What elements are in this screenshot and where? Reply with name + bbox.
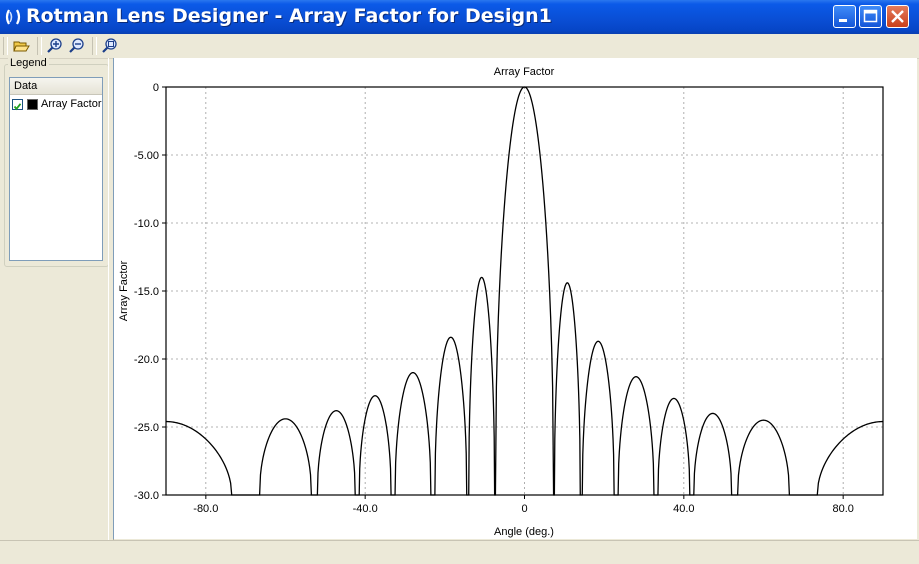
plot-area-frame — [165, 86, 884, 496]
plot-panel: Array Factor Angle (deg.) Array Factor -… — [113, 58, 917, 539]
zoom-in-icon — [47, 38, 62, 53]
y-tick-label: -20.0 — [134, 354, 159, 366]
title-bar[interactable]: Rotman Lens Designer - Array Factor for … — [0, 0, 919, 34]
legend-item[interactable]: Array Factor — [10, 96, 102, 113]
y-tick-label: -15.0 — [134, 286, 159, 298]
maximize-icon — [863, 9, 878, 23]
y-tick-label: -10.0 — [134, 218, 159, 230]
legend-caption: Legend — [8, 57, 49, 69]
status-bar — [0, 540, 919, 564]
legend-item-label: Array Factor — [41, 98, 102, 110]
checkmark-icon — [13, 103, 22, 111]
zoom-out-icon — [69, 38, 84, 53]
x-tick-label: 40.0 — [673, 503, 694, 515]
close-button[interactable] — [886, 5, 909, 28]
y-axis-label: Array Factor — [118, 260, 130, 321]
toolbar-grip[interactable] — [3, 37, 8, 55]
zoom-in-button[interactable] — [45, 37, 65, 55]
x-tick-label: 80.0 — [832, 503, 853, 515]
chart-grid — [166, 87, 883, 495]
legend-color-swatch — [27, 99, 38, 110]
x-tick-label: -40.0 — [353, 503, 378, 515]
x-tick-label: -80.0 — [193, 503, 218, 515]
app-icon — [5, 9, 21, 25]
window-title: Rotman Lens Designer - Array Factor for … — [26, 5, 552, 27]
x-tick-label: 0 — [521, 503, 527, 515]
maximize-button[interactable] — [859, 5, 882, 28]
toolbar-grip[interactable] — [37, 37, 42, 55]
open-icon — [13, 41, 30, 52]
y-tick-label: -25.0 — [134, 422, 159, 434]
array-factor-chart[interactable]: Array Factor Angle (deg.) Array Factor -… — [114, 58, 917, 539]
y-tick-label: -30.0 — [134, 490, 159, 502]
y-tick-label: 0 — [153, 82, 159, 94]
minimize-button[interactable] — [833, 5, 856, 28]
legend-column-header[interactable]: Data — [10, 78, 102, 95]
legend-item-checkbox[interactable] — [12, 99, 23, 111]
toolbar-grip[interactable] — [92, 37, 97, 55]
toolbar — [0, 34, 919, 59]
open-button[interactable] — [11, 37, 31, 55]
close-icon — [891, 10, 904, 23]
legend-list[interactable]: Data Array Factor — [9, 77, 103, 261]
chart-ticks: -80.0 -40.0 0 40.0 80.0 0 -5.00 -10.0 -15.0 -20.0… — [134, 82, 854, 515]
zoom-fit-button[interactable] — [100, 37, 120, 55]
y-tick-label: -5.00 — [134, 150, 159, 162]
zoom-out-button[interactable] — [67, 37, 87, 55]
chart-title: Array Factor — [494, 66, 555, 78]
minimize-icon — [839, 19, 847, 22]
x-axis-label: Angle (deg.) — [494, 526, 554, 538]
zoom-fit-icon — [102, 38, 117, 53]
